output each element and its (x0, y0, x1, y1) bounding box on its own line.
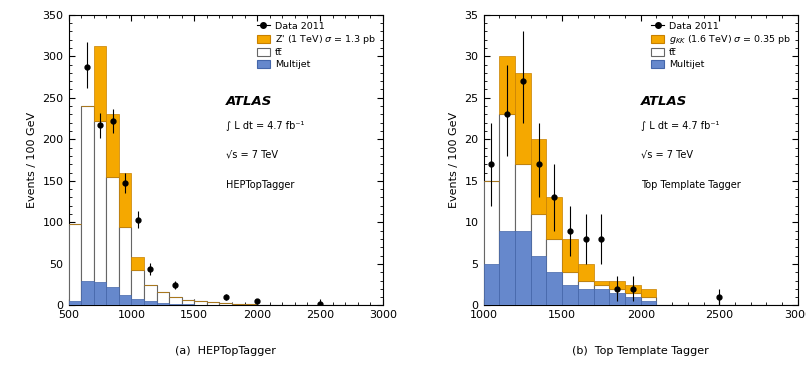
Bar (484, 264, 499, 305)
Bar (118, 296, 131, 305)
Bar (593, 280, 609, 285)
Bar (181, 300, 194, 305)
Bar (515, 73, 530, 164)
Bar (609, 293, 625, 305)
Bar (546, 272, 562, 305)
Bar (562, 285, 578, 305)
Bar (81, 106, 93, 305)
Bar (530, 214, 546, 305)
Text: (b)  Top Template Tagger: (b) Top Template Tagger (572, 346, 709, 356)
Bar (578, 289, 593, 305)
Bar (194, 301, 207, 305)
Legend: Data 2011, $g_{KK}$ (1.6 TeV) $\sigma$ = 0.35 pb, tt̅, Multijet: Data 2011, $g_{KK}$ (1.6 TeV) $\sigma$ =… (649, 20, 793, 71)
Bar (562, 285, 578, 305)
Bar (499, 56, 515, 114)
Bar (530, 256, 546, 305)
Bar (499, 231, 515, 305)
Bar (546, 272, 562, 305)
Bar (69, 301, 81, 305)
Bar (156, 303, 169, 305)
Bar (219, 303, 232, 305)
Bar (499, 114, 515, 305)
Bar (625, 293, 641, 305)
Bar (81, 280, 93, 305)
Bar (207, 302, 219, 305)
Bar (144, 301, 156, 305)
Bar (118, 227, 131, 305)
Bar (106, 287, 118, 305)
Text: HEPTopTagger: HEPTopTagger (226, 180, 294, 190)
Bar (515, 164, 530, 305)
Bar (131, 270, 144, 305)
Bar (181, 304, 194, 305)
Bar (578, 289, 593, 305)
Bar (106, 287, 118, 305)
Bar (515, 231, 530, 305)
Bar (530, 139, 546, 214)
Bar (641, 297, 656, 305)
Bar (641, 301, 656, 305)
Bar (499, 231, 515, 305)
Bar (562, 239, 578, 272)
Bar (546, 239, 562, 305)
Y-axis label: Events / 100 GeV: Events / 100 GeV (449, 112, 459, 208)
Bar (484, 181, 499, 305)
Bar (609, 280, 625, 289)
Bar (232, 304, 244, 305)
Bar (93, 282, 106, 305)
Bar (106, 114, 118, 177)
Bar (93, 46, 106, 121)
Bar (169, 304, 181, 305)
Bar (144, 285, 156, 305)
Bar (609, 293, 625, 305)
Bar (69, 224, 81, 305)
Bar (593, 285, 609, 305)
Text: ∫ L dt = 4.7 fb⁻¹: ∫ L dt = 4.7 fb⁻¹ (641, 121, 719, 131)
Bar (106, 177, 118, 305)
Bar (625, 285, 641, 293)
Text: √s = 7 TeV: √s = 7 TeV (641, 150, 692, 160)
Bar (131, 299, 144, 305)
Bar (144, 301, 156, 305)
Legend: Data 2011, Z' (1 TeV) $\sigma$ = 1.3 pb, tt̅, Multijet: Data 2011, Z' (1 TeV) $\sigma$ = 1.3 pb,… (255, 20, 378, 71)
Bar (131, 257, 144, 270)
Bar (131, 299, 144, 305)
Text: √s = 7 TeV: √s = 7 TeV (226, 150, 278, 160)
Bar (530, 256, 546, 305)
Bar (81, 280, 93, 305)
Bar (69, 301, 81, 305)
Bar (515, 231, 530, 305)
Bar (578, 280, 593, 305)
Bar (93, 121, 106, 305)
Bar (484, 264, 499, 305)
Text: ATLAS: ATLAS (226, 95, 272, 108)
Bar (181, 304, 194, 305)
Bar (641, 289, 656, 297)
Bar (625, 297, 641, 305)
Text: ∫ L dt = 4.7 fb⁻¹: ∫ L dt = 4.7 fb⁻¹ (226, 121, 304, 131)
Bar (156, 292, 169, 305)
Bar (593, 289, 609, 305)
Bar (169, 297, 181, 305)
Bar (609, 289, 625, 305)
Y-axis label: Events / 100 GeV: Events / 100 GeV (27, 112, 37, 208)
Bar (169, 304, 181, 305)
Bar (118, 173, 131, 227)
Text: Top Template Tagger: Top Template Tagger (641, 180, 741, 190)
Bar (118, 296, 131, 305)
Bar (641, 301, 656, 305)
Bar (562, 272, 578, 305)
Text: (a)  HEPTopTagger: (a) HEPTopTagger (175, 346, 276, 356)
Bar (593, 289, 609, 305)
Text: ATLAS: ATLAS (641, 95, 687, 108)
Bar (546, 198, 562, 239)
Bar (93, 282, 106, 305)
Bar (156, 303, 169, 305)
Bar (625, 297, 641, 305)
Bar (578, 264, 593, 280)
Bar (244, 304, 257, 305)
